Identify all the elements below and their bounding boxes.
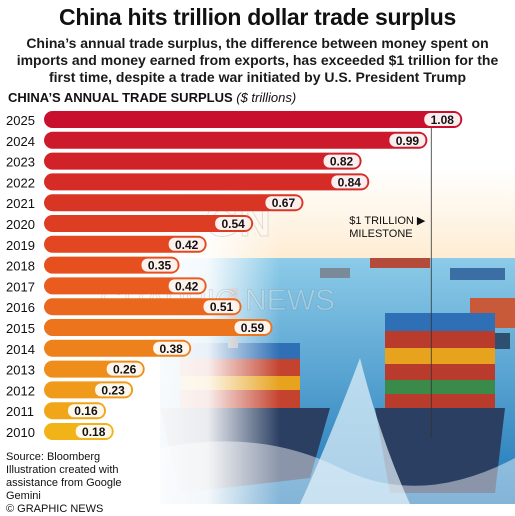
bar-2015 [44, 319, 273, 336]
credit-text: Illustration created with assistance fro… [6, 464, 122, 502]
page-subtitle: China’s annual trade surplus, the differ… [16, 35, 499, 85]
value-label: 0.26 [113, 363, 137, 377]
value-label-bg [106, 362, 143, 376]
value-label: 0.67 [272, 196, 296, 210]
trade-surplus-bar-chart: $1 TRILLION ▶MILESTONE 2025 1.08 2024 0.99 2… [6, 111, 463, 440]
year-label: 2015 [6, 321, 35, 336]
year-label: 2013 [6, 363, 35, 378]
year-label: 2010 [6, 425, 35, 440]
value-label-bg [168, 237, 205, 251]
chart-title: CHINA’S ANNUAL TRADE SURPLUS [8, 90, 233, 105]
year-label: 2016 [6, 300, 35, 315]
year-label: 2023 [6, 155, 35, 170]
year-label: 2025 [6, 113, 35, 128]
bar-2024 [44, 131, 428, 149]
value-label: 0.16 [74, 404, 98, 418]
value-label-bg [424, 113, 461, 126]
value-label: 0.23 [101, 383, 125, 397]
value-label: 0.84 [338, 175, 362, 189]
value-label: 0.38 [159, 342, 183, 356]
value-label-bg [215, 217, 252, 230]
bar-2019 [44, 235, 207, 253]
value-label-bg [141, 258, 178, 272]
chart-unit: ($ trillions) [236, 90, 297, 105]
year-label: 2021 [6, 196, 35, 211]
bar-2014 [44, 339, 192, 357]
milestone-label: $1 TRILLION ▶ [349, 215, 426, 227]
year-label: 2011 [6, 404, 34, 419]
year-label: 2017 [6, 279, 35, 294]
bar-2016 [44, 298, 242, 316]
year-label: 2024 [6, 134, 35, 149]
page-title: China hits trillion dollar trade surplus [59, 4, 456, 30]
right-container-ship [375, 313, 505, 493]
milestone-label: MILESTONE [349, 228, 412, 240]
year-label: 2022 [6, 175, 35, 190]
value-label-bg [168, 279, 205, 293]
chart-title-row: CHINA’S ANNUAL TRADE SURPLUS ($ trillion… [8, 90, 296, 105]
bar-2020 [44, 215, 254, 232]
value-label: 1.08 [431, 113, 455, 127]
year-label: 2018 [6, 259, 35, 274]
year-label: 2019 [6, 238, 35, 253]
year-label: 2020 [6, 217, 35, 232]
year-label: 2014 [6, 342, 35, 357]
source-text: Source: Bloomberg [6, 451, 101, 463]
value-label: 0.18 [82, 425, 106, 439]
value-label-bg [389, 133, 426, 147]
bar-2025 [44, 111, 463, 128]
value-label-bg [323, 154, 360, 168]
bar-2022 [44, 173, 370, 191]
value-label-bg [95, 383, 132, 397]
bar-2017 [44, 277, 207, 295]
value-label-bg [75, 425, 112, 438]
value-label: 0.59 [241, 321, 265, 335]
value-label: 0.51 [210, 300, 234, 314]
value-label: 0.42 [175, 279, 199, 293]
value-label-bg [203, 300, 240, 314]
value-label-bg [331, 175, 368, 189]
bar-2023 [44, 152, 362, 170]
bar-2021 [44, 194, 304, 212]
value-label: 0.35 [148, 259, 172, 273]
value-label-bg [234, 321, 271, 334]
value-label-bg [265, 196, 302, 210]
value-label: 0.82 [330, 155, 354, 169]
value-label: 0.99 [396, 134, 420, 148]
value-label: 0.42 [175, 238, 199, 252]
copyright-text: © GRAPHIC NEWS [6, 503, 104, 515]
source-block: Source: Bloomberg Illustration created w… [6, 451, 156, 516]
value-label-bg [153, 341, 190, 355]
value-label: 0.54 [221, 217, 245, 231]
value-label-bg [67, 404, 104, 418]
year-label: 2012 [6, 383, 35, 398]
